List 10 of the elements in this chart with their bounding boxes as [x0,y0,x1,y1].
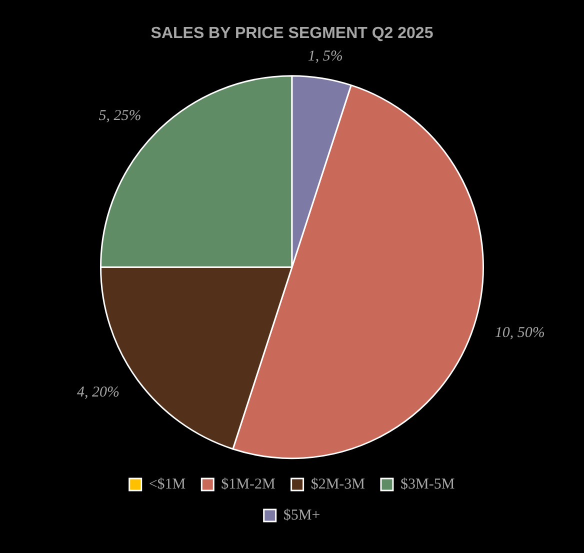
legend-label: $2M-3M [310,476,365,492]
data-label: 5, 25% [98,108,142,124]
data-label: 10, 50% [494,324,545,341]
legend-label: $3M-5M [400,476,455,492]
legend-label: <$1M [148,476,186,492]
data-label: 1, 5% [308,48,343,64]
data-label: 4, 20% [76,384,120,400]
chart-title: SALES BY PRICE SEGMENT Q2 2025 [150,25,434,42]
legend-label: $1M-2M [221,476,276,492]
legend-label: $5M+ [283,507,320,524]
